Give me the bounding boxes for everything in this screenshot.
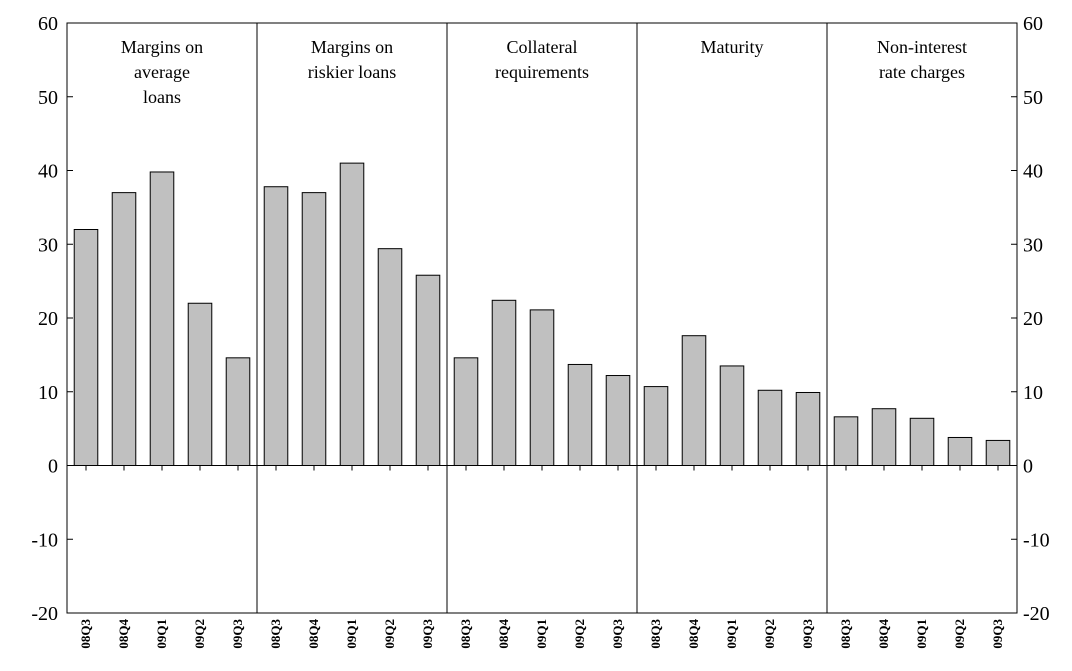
- panel-title-line: Non-interest: [877, 37, 967, 57]
- x-tick-label: 09Q3: [610, 619, 625, 649]
- bar: [605, 375, 631, 466]
- panel-title-line: rate charges: [879, 62, 965, 82]
- y-tick-label-left: 50: [38, 87, 58, 109]
- x-tick-label: 09Q2: [952, 619, 967, 649]
- y-tick-label-left: 20: [38, 308, 58, 330]
- y-tick-label-right: 30: [1023, 234, 1043, 256]
- bar: [567, 363, 593, 466]
- bar: [529, 309, 555, 467]
- bar: [833, 416, 859, 467]
- x-tick-label: 08Q3: [648, 619, 663, 649]
- x-tick-label: 09Q3: [990, 619, 1005, 649]
- y-tick-label-right: 40: [1023, 161, 1043, 183]
- bar: [909, 417, 935, 466]
- x-tick-label: 09Q2: [572, 619, 587, 649]
- y-tick-label-right: 0: [1023, 456, 1033, 478]
- bar: [225, 357, 251, 467]
- bar: [719, 365, 745, 466]
- panel-title-line: Margins on: [311, 37, 393, 57]
- y-tick-label-right: 50: [1023, 87, 1043, 109]
- x-tick-label: 09Q1: [154, 619, 169, 649]
- y-tick-label-left: 0: [48, 456, 58, 478]
- bar: [947, 436, 973, 467]
- x-tick-label: 09Q2: [762, 619, 777, 649]
- bar: [415, 274, 441, 466]
- bar: [187, 302, 213, 466]
- x-tick-label: 09Q2: [192, 619, 207, 649]
- y-tick-label-left: -20: [31, 603, 58, 625]
- bar: [795, 391, 821, 466]
- x-tick-label: 09Q1: [914, 619, 929, 649]
- x-tick-label: 08Q3: [458, 619, 473, 649]
- x-tick-label: 09Q1: [534, 619, 549, 649]
- panel-title-line: Margins on: [121, 37, 203, 57]
- bar: [73, 229, 99, 466]
- x-tick-label: 09Q3: [230, 619, 245, 649]
- panel-title-line: requirements: [495, 62, 589, 82]
- x-tick-label: 08Q4: [116, 619, 131, 649]
- x-tick-label: 09Q1: [344, 619, 359, 649]
- x-tick-label: 08Q4: [306, 619, 321, 649]
- bar: [301, 192, 327, 466]
- y-tick-label-right: 10: [1023, 382, 1043, 404]
- y-tick-label-left: 30: [38, 234, 58, 256]
- x-tick-label: 09Q3: [420, 619, 435, 649]
- bar: [149, 171, 175, 466]
- y-tick-label-right: 20: [1023, 308, 1043, 330]
- y-tick-label-left: -10: [31, 529, 58, 551]
- x-tick-label: 08Q3: [78, 619, 93, 649]
- x-tick-label: 08Q3: [838, 619, 853, 649]
- bar: [643, 386, 669, 466]
- bar: [681, 335, 707, 467]
- x-tick-label: 09Q1: [724, 619, 739, 649]
- panel-title-line: Maturity: [701, 37, 764, 57]
- y-tick-label-right: -10: [1023, 529, 1050, 551]
- bar: [111, 192, 137, 466]
- x-tick-label: 09Q2: [382, 619, 397, 649]
- y-tick-label-right: 60: [1023, 13, 1043, 35]
- bar: [263, 186, 289, 466]
- panel-title-line: riskier loans: [308, 62, 396, 82]
- y-tick-label-left: 10: [38, 382, 58, 404]
- panel-title-line: Collateral: [507, 37, 578, 57]
- bar: [757, 389, 783, 466]
- bar: [453, 357, 479, 467]
- panel-title-line: loans: [143, 87, 181, 107]
- bar: [491, 299, 517, 466]
- bar: [339, 162, 365, 466]
- y-tick-label-left: 40: [38, 161, 58, 183]
- y-tick-label-right: -20: [1023, 603, 1050, 625]
- x-tick-label: 09Q3: [800, 619, 815, 649]
- bar: [871, 408, 897, 466]
- x-tick-label: 08Q3: [268, 619, 283, 649]
- panel-title-line: average: [134, 62, 190, 82]
- x-tick-label: 08Q4: [876, 619, 891, 649]
- x-tick-label: 08Q4: [686, 619, 701, 649]
- bar: [985, 439, 1011, 466]
- bar: [377, 248, 403, 466]
- x-tick-label: 08Q4: [496, 619, 511, 649]
- y-tick-label-left: 60: [38, 13, 58, 35]
